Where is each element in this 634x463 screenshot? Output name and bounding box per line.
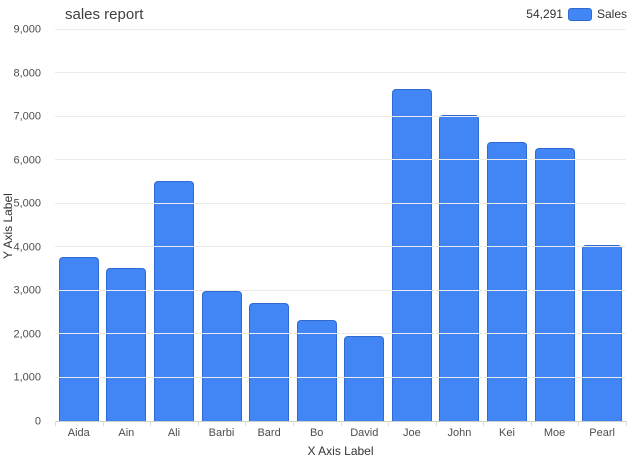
- gridline: [55, 159, 626, 161]
- x-axis-tick-mark: [388, 421, 390, 426]
- x-axis-tick-labels: Aida Ain Ali Barbi Bard Bo David Joe John Kei Moe P…: [55, 427, 626, 439]
- x-tick-label: Barbi: [208, 427, 235, 439]
- bar-ali[interactable]: [153, 180, 194, 421]
- bar-slot: [103, 30, 151, 421]
- x-tick-label: Pearl: [589, 427, 615, 439]
- x-axis-tick-mark: [292, 421, 294, 426]
- y-tick-label: 5,000: [13, 197, 41, 210]
- bar-slot: [340, 30, 388, 421]
- legend-total-value: 54,291: [526, 7, 563, 21]
- gridline: [55, 333, 626, 335]
- y-tick-label: 0: [34, 415, 41, 428]
- gridline: [55, 72, 626, 74]
- bar-slot: [483, 30, 531, 421]
- bar-kei[interactable]: [486, 141, 527, 421]
- bar-slot: [578, 30, 626, 421]
- y-tick-label: 3,000: [13, 284, 41, 297]
- bar-barbi[interactable]: [201, 290, 242, 421]
- x-tick-label: Aida: [67, 427, 90, 439]
- y-tick-label: 2,000: [13, 328, 41, 341]
- y-tick-label: 7,000: [13, 110, 41, 123]
- bar-ain[interactable]: [106, 268, 147, 421]
- bar-slot: [436, 30, 484, 421]
- x-tick-label: John: [447, 427, 472, 439]
- x-axis-tick-mark: [102, 421, 104, 426]
- bar-slot: [293, 30, 341, 421]
- bar-slot: [55, 30, 103, 421]
- x-axis-tick-mark: [340, 421, 342, 426]
- y-axis-tick-labels: 0 1,000 2,000 3,000 4,000 5,000 6,000 7,000 8,00…: [0, 24, 48, 427]
- gridline: [55, 376, 626, 378]
- x-tick-label: Ain: [118, 427, 135, 439]
- x-axis-tick-mark: [245, 421, 247, 426]
- chart-title: sales report: [65, 6, 144, 23]
- gridline: [55, 289, 626, 291]
- x-axis-tick-mark: [578, 421, 580, 426]
- y-tick-label: 9,000: [13, 23, 41, 36]
- bar-slot: [531, 30, 579, 421]
- x-tick-label: Bo: [309, 427, 324, 439]
- x-tick-label: Ali: [167, 427, 181, 439]
- bar-john[interactable]: [439, 114, 480, 421]
- x-tick-label: Moe: [543, 427, 566, 439]
- y-tick-label: 6,000: [13, 154, 41, 167]
- y-tick-label: 8,000: [13, 67, 41, 80]
- x-axis-tick-mark: [483, 421, 485, 426]
- gridline: [55, 29, 626, 30]
- bar-slot: [388, 30, 436, 421]
- x-axis-tick-mark: [55, 421, 56, 426]
- x-tick-label: David: [350, 427, 379, 439]
- legend-series-label: Sales: [596, 7, 627, 21]
- x-tick-label: Joe: [402, 427, 421, 439]
- legend-item-sales[interactable]: 54,291 Sales: [526, 7, 627, 21]
- bar-slot: [245, 30, 293, 421]
- x-axis-title: X Axis Label: [307, 444, 374, 458]
- x-axis-tick-mark: [197, 421, 199, 426]
- gridline: [55, 202, 626, 204]
- x-axis-tick-mark: [150, 421, 152, 426]
- plot-area: [55, 29, 627, 426]
- x-axis-tick-mark: [626, 421, 627, 426]
- bar-slot: [150, 30, 198, 421]
- bar-joe[interactable]: [391, 88, 432, 421]
- bar-series: [55, 30, 626, 421]
- bar-moe[interactable]: [534, 147, 575, 421]
- y-tick-label: 1,000: [13, 371, 41, 384]
- gridline: [55, 246, 626, 248]
- x-tick-label: Kei: [499, 427, 515, 439]
- x-tick-label: Bard: [257, 427, 281, 439]
- gridline: [55, 115, 626, 117]
- bar-aida[interactable]: [58, 256, 99, 421]
- legend-color-swatch-icon: [567, 7, 592, 21]
- bar-pearl[interactable]: [582, 244, 623, 421]
- bar-slot: [198, 30, 246, 421]
- x-axis-tick-mark: [435, 421, 437, 426]
- bar-bard[interactable]: [249, 302, 290, 421]
- y-tick-label: 4,000: [13, 241, 41, 254]
- bar-bo[interactable]: [296, 319, 337, 421]
- x-axis-tick-mark: [530, 421, 532, 426]
- bar-david[interactable]: [344, 336, 385, 421]
